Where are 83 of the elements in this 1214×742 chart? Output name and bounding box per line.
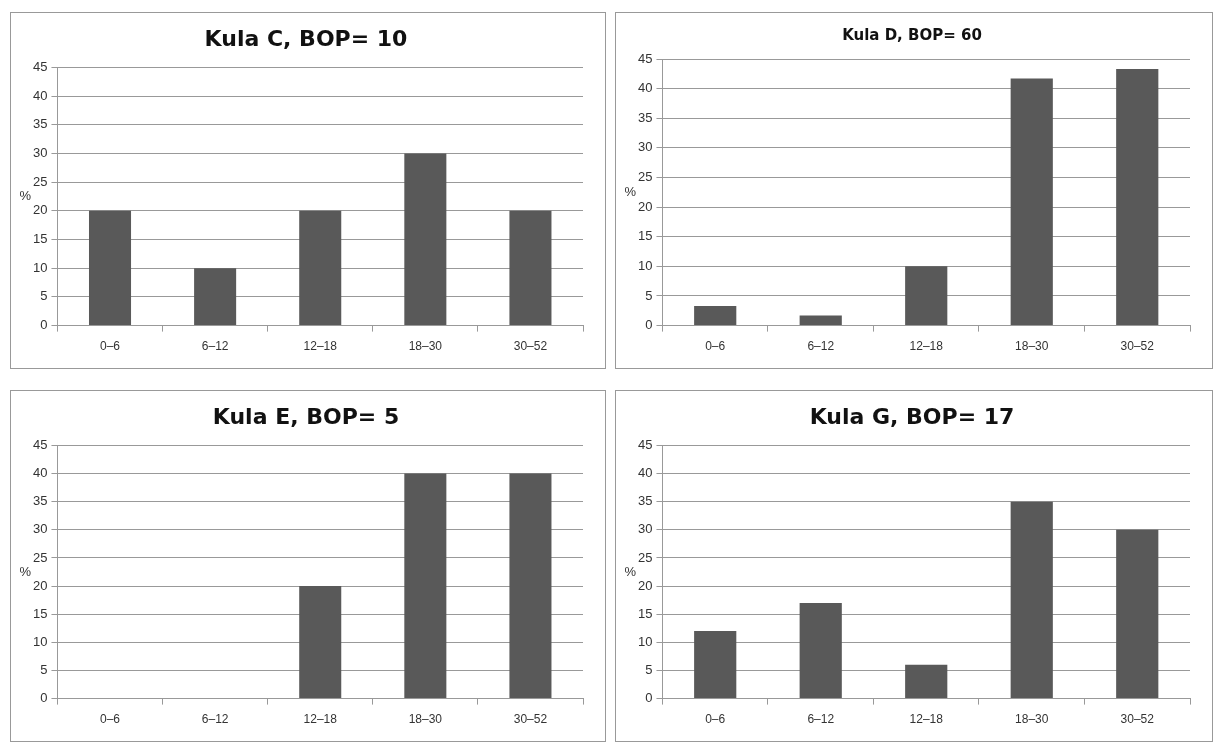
x-tick-label: 18–30 <box>1015 339 1049 354</box>
y-axis-title: % <box>624 183 637 199</box>
y-tick-label: 10 <box>32 633 48 649</box>
bar <box>88 210 132 326</box>
y-tick-label: 0 <box>40 317 48 333</box>
y-tick-label: 0 <box>645 690 653 706</box>
y-axis-title: % <box>19 188 32 204</box>
y-tick-label: 5 <box>40 662 48 678</box>
y-tick-label: 5 <box>645 662 653 678</box>
y-axis-title: % <box>19 563 32 579</box>
y-tick-label: 35 <box>637 109 653 125</box>
y-tick-label: 15 <box>32 605 48 621</box>
y-tick-label: 10 <box>637 257 653 273</box>
chart-title: Kula G, BOP= 17 <box>809 403 1015 429</box>
x-tick-label: 6–12 <box>201 712 229 727</box>
y-tick-label: 35 <box>637 493 653 509</box>
y-tick-label: 20 <box>637 198 653 214</box>
bar <box>905 664 948 699</box>
bar <box>799 602 842 699</box>
y-tick-label: 30 <box>637 521 653 537</box>
y-tick-label: 30 <box>32 521 48 537</box>
y-tick-label: 10 <box>637 633 653 649</box>
x-tick-label: 30–52 <box>513 712 548 727</box>
y-tick-label: 35 <box>32 493 48 509</box>
y-tick-label: 25 <box>637 169 653 185</box>
y-tick-label: 40 <box>637 80 653 96</box>
x-tick-label: 30–52 <box>513 339 548 354</box>
y-tick-label: 5 <box>645 287 653 303</box>
x-tick-label: 12–18 <box>909 339 944 354</box>
y-tick-label: 30 <box>32 145 48 161</box>
bar <box>509 210 552 326</box>
y-tick-label: 40 <box>32 465 48 481</box>
x-tick-label: 30–52 <box>1120 339 1155 354</box>
y-tick-label: 45 <box>32 58 48 74</box>
chart-title: Kula C, BOP= 10 <box>204 25 408 51</box>
y-tick-label: 40 <box>32 87 48 103</box>
x-tick-label: 12–18 <box>909 712 944 727</box>
x-tick-label: 6–12 <box>807 712 835 727</box>
y-tick-label: 25 <box>637 549 653 565</box>
y-tick-label: 45 <box>637 50 653 66</box>
bar <box>799 315 842 326</box>
bar <box>694 306 737 326</box>
bar <box>1010 78 1053 326</box>
x-tick-label: 0–6 <box>705 712 726 727</box>
y-tick-label: 20 <box>637 577 653 593</box>
bar <box>299 210 342 326</box>
x-tick-label: 30–52 <box>1120 712 1155 727</box>
x-tick-label: 0–6 <box>100 339 121 354</box>
y-tick-label: 35 <box>32 116 48 132</box>
y-tick-label: 15 <box>637 228 653 244</box>
chart-title: Kula E, BOP= 5 <box>212 403 400 429</box>
bar <box>694 631 737 699</box>
y-tick-label: 10 <box>32 259 48 275</box>
x-tick-label: 6–12 <box>807 339 835 354</box>
bar <box>1010 501 1053 699</box>
x-tick-label: 18–30 <box>1015 712 1049 727</box>
y-tick-label: 15 <box>637 605 653 621</box>
x-tick-label: 6–12 <box>201 339 229 354</box>
y-tick-label: 15 <box>32 231 48 247</box>
x-tick-label: 12–18 <box>303 712 338 727</box>
bar <box>1116 69 1159 326</box>
y-tick-label: 0 <box>40 690 48 706</box>
y-tick-label: 5 <box>40 288 48 304</box>
y-tick-label: 40 <box>637 465 653 481</box>
y-tick-label: 45 <box>32 436 48 452</box>
y-axis-title: % <box>624 563 637 579</box>
y-tick-label: 25 <box>32 549 48 565</box>
y-tick-label: 45 <box>637 436 653 452</box>
x-tick-label: 18–30 <box>408 339 443 354</box>
y-tick-label: 25 <box>32 173 48 189</box>
x-tick-label: 18–30 <box>408 712 443 727</box>
x-tick-label: 12–18 <box>303 339 338 354</box>
y-tick-label: 30 <box>637 139 653 155</box>
bar <box>905 266 948 326</box>
chart-title: Kula D, BOP= 60 <box>842 25 982 44</box>
bar <box>404 153 447 326</box>
y-tick-label: 0 <box>645 317 653 333</box>
x-tick-label: 0–6 <box>705 339 726 354</box>
y-tick-label: 20 <box>32 577 48 593</box>
x-tick-label: 0–6 <box>100 712 121 727</box>
bar <box>194 268 237 326</box>
y-tick-label: 20 <box>32 202 48 218</box>
bar <box>1116 529 1159 699</box>
